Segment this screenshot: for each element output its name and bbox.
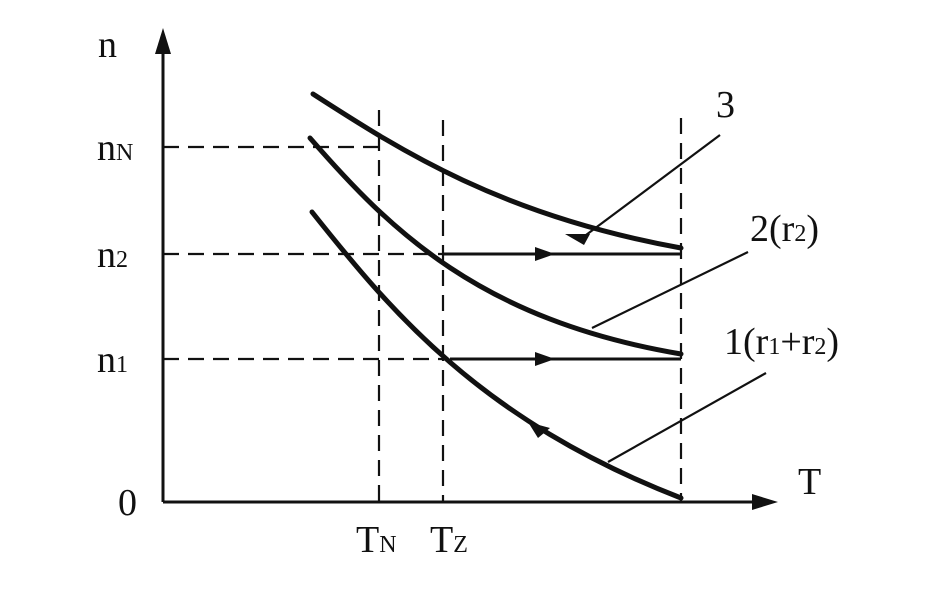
curve-label-1: 1(r1+r2) bbox=[724, 321, 839, 363]
tick-label-nN: nN bbox=[97, 127, 133, 169]
curve-3 bbox=[310, 91, 684, 251]
transition-arrow-n2 bbox=[535, 247, 555, 261]
leader-lines bbox=[581, 134, 767, 463]
transition-arrow-n1 bbox=[535, 352, 555, 366]
origin-label: 0 bbox=[118, 482, 137, 524]
curves bbox=[307, 91, 684, 501]
curve-1 bbox=[309, 209, 684, 501]
curve-2 bbox=[307, 135, 684, 357]
tick-label-n1: n1 bbox=[97, 339, 128, 381]
leader-2 bbox=[591, 251, 749, 329]
x-axis-label: T bbox=[798, 461, 821, 503]
curve-label-2: 2(r2) bbox=[750, 208, 819, 250]
tick-label-n2: n2 bbox=[97, 234, 128, 276]
curve-1-arrow bbox=[528, 422, 550, 438]
y-axis-label: n bbox=[98, 24, 117, 66]
tick-label-TN: TN bbox=[356, 519, 397, 561]
y-axis-arrow bbox=[155, 28, 171, 54]
tick-label-TZ: TZ bbox=[430, 519, 468, 561]
transition-lines bbox=[443, 247, 681, 366]
leader-3 bbox=[581, 134, 721, 239]
axes bbox=[155, 28, 778, 510]
curve-label-3: 3 bbox=[716, 84, 735, 126]
guide-lines bbox=[163, 110, 683, 502]
leader-1 bbox=[607, 372, 767, 463]
x-axis-arrow bbox=[752, 494, 778, 510]
